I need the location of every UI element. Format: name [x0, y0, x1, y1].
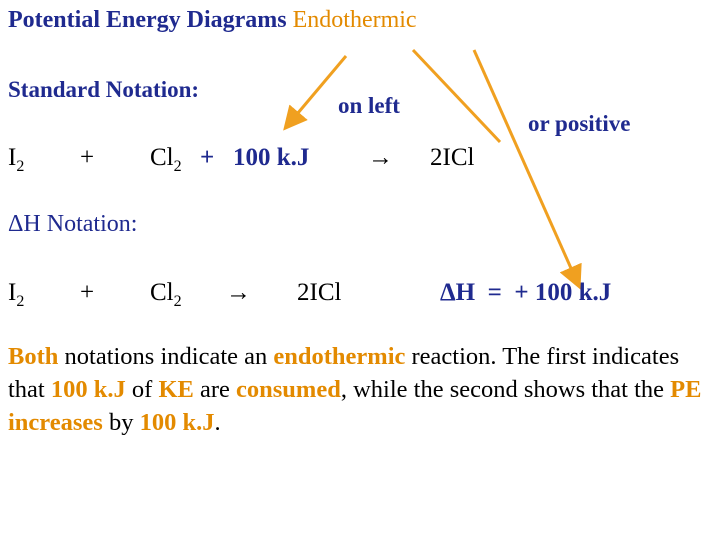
- reaction-arrow: →: [226, 279, 251, 306]
- reaction-arrow: →: [368, 144, 393, 171]
- text: by: [102, 409, 140, 436]
- reactant-symbol: I: [8, 144, 17, 171]
- reactant: Cl2: [150, 145, 182, 175]
- plus: +: [80, 279, 95, 306]
- text: are: [193, 376, 237, 403]
- text: of: [125, 376, 159, 403]
- text: , while the second shows that the: [340, 376, 671, 403]
- highlight: 100 k.J: [139, 409, 215, 436]
- plus: +: [80, 144, 95, 171]
- highlight: consumed: [236, 376, 341, 403]
- note-right: or positive: [528, 111, 631, 136]
- subscript: 2: [173, 158, 182, 175]
- text: notations indicate an: [58, 343, 274, 370]
- highlight: KE: [158, 376, 194, 403]
- text: .: [214, 409, 221, 436]
- energy-term: + 100 k.J: [200, 144, 310, 171]
- pointer-arrow: [472, 49, 582, 290]
- pointer-line: [411, 48, 502, 144]
- product: 2ICl: [297, 279, 342, 306]
- highlight: 100 k.J: [50, 376, 126, 403]
- title: Potential Energy Diagrams Endothermic: [8, 8, 417, 32]
- subscript: 2: [173, 293, 182, 310]
- pointer-arrow: [283, 55, 348, 131]
- title-main: Potential Energy Diagrams: [8, 7, 287, 33]
- standard-heading: Standard Notation:: [8, 77, 200, 102]
- reactant: I2: [8, 145, 24, 175]
- highlight: Both: [8, 343, 59, 370]
- highlight: endothermic: [273, 343, 406, 370]
- explanation: Both notations indicate an endothermic r…: [8, 340, 708, 439]
- reactant-symbol: Cl: [150, 279, 174, 306]
- reactant-symbol: Cl: [150, 144, 174, 171]
- subscript: 2: [16, 293, 25, 310]
- reactant: Cl2: [150, 280, 182, 310]
- note-left: on left: [338, 93, 400, 118]
- reactant-symbol: I: [8, 279, 17, 306]
- text: reaction. The first indicates that: [8, 343, 680, 403]
- product: 2ICl: [430, 144, 475, 171]
- subscript: 2: [16, 158, 25, 175]
- title-highlight: Endothermic: [292, 7, 417, 33]
- delta-h-heading: ΔH Notation:: [8, 211, 138, 237]
- reactant: I2: [8, 280, 24, 310]
- highlight: PE increases: [8, 376, 702, 436]
